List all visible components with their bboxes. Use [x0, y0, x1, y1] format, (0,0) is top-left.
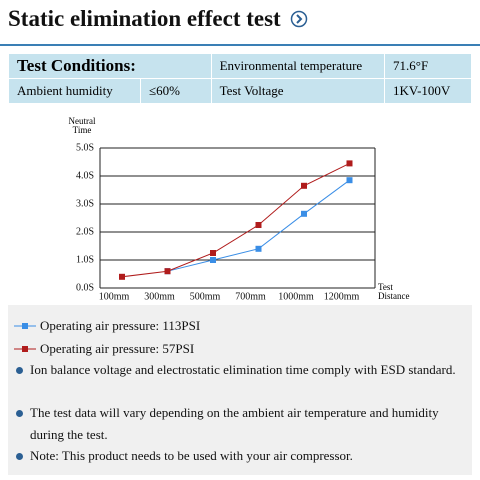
x-tick-label: 700mm	[235, 291, 266, 302]
data-point	[301, 210, 307, 217]
y-tick-label: 0.0S	[76, 282, 94, 293]
note: Ion balance voltage and electrostatic el…	[16, 359, 470, 381]
x-tick-label: 1000mm	[278, 291, 314, 302]
table-cell: 71.6°F	[384, 53, 472, 79]
data-point	[346, 177, 353, 184]
y-tick-label: 3.0S	[76, 198, 94, 209]
note: Note: This product needs to be used with…	[16, 445, 470, 467]
x-tick-label: 1200mm	[324, 291, 360, 302]
info-panel: Operating air pressure: 113PSI Operating …	[8, 305, 472, 475]
y-tick-label: 2.0S	[76, 226, 94, 237]
y-axis-label: Neutral Time	[68, 116, 96, 135]
bullet	[16, 453, 23, 460]
series-line	[121, 162, 350, 278]
legend-swatch	[14, 346, 36, 352]
arrow-icon	[291, 10, 308, 28]
y-tick-label: 4.0S	[76, 170, 94, 181]
table-row: Ambient humidity ≤60% Test Voltage 1KV-1…	[8, 78, 472, 104]
bullet	[16, 367, 23, 374]
legend-label: Operating air pressure: 113PSI	[40, 318, 201, 333]
legend-swatch	[14, 323, 36, 329]
table-cell: Test Conditions:	[8, 53, 212, 79]
y-tick-label: 5.0S	[76, 142, 94, 153]
legend-marker	[22, 346, 28, 352]
bullet	[16, 410, 23, 417]
x-tick-label: 500mm	[190, 291, 221, 302]
data-point	[346, 160, 353, 167]
data-point	[255, 245, 262, 252]
table-cell: Environmental temperature	[210, 53, 386, 79]
data-point	[210, 250, 216, 256]
table-cell: Test Voltage	[210, 78, 386, 104]
table-cell: ≤60%	[140, 78, 212, 104]
legend-label: Operating air pressure: 57PSI	[40, 341, 195, 356]
conditions-table: Test Conditions: Environmental temperatu…	[8, 53, 472, 104]
table-cell: Ambient humidity	[8, 78, 141, 104]
note: The test data will vary depending on the…	[16, 402, 470, 446]
table-row: Test Conditions: Environmental temperatu…	[8, 53, 472, 79]
table-cell: 1KV-100V	[384, 78, 472, 104]
x-axis-label: Test Distance	[378, 282, 410, 301]
title: Static elimination effect test	[8, 6, 308, 32]
data-point	[210, 257, 216, 263]
y-tick-label: 1.0S	[76, 254, 94, 265]
data-point	[301, 182, 307, 189]
chart: 0.0S 1.0S 2.0S 3.0S 4.0S 5.0S 100mm 300mm 500mm 7…	[76, 142, 376, 302]
data-point	[255, 222, 262, 228]
x-tick-label: 100mm	[99, 291, 130, 302]
data-point	[119, 273, 125, 280]
divider	[0, 44, 480, 46]
data-point	[164, 268, 171, 275]
title-text: Static elimination effect test	[8, 6, 281, 31]
x-tick-label: 300mm	[144, 291, 175, 302]
legend-marker	[22, 323, 28, 329]
